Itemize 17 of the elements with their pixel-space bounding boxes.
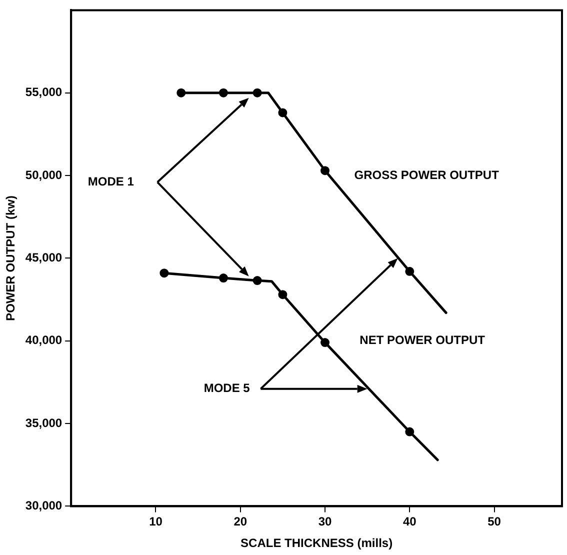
x-tick-label: 50 — [488, 514, 502, 529]
y-tick-label: 55,000 — [25, 85, 62, 100]
y-axis-title: POWER OUTPUT (kw) — [4, 196, 18, 321]
y-tick-label: 45,000 — [25, 250, 62, 265]
annotation: MODE 5 — [204, 381, 250, 396]
x-tick-label: 10 — [149, 514, 163, 529]
y-tick-label: 35,000 — [25, 416, 62, 430]
annotation: GROSS POWER OUTPUT — [354, 168, 500, 182]
x-tick-label: 20 — [234, 514, 248, 529]
x-tick-label: 40 — [402, 514, 417, 529]
y-tick-label: 30,000 — [25, 498, 62, 513]
annotation: MODE 1 — [88, 174, 134, 188]
y-tick-label: 50,000 — [25, 168, 62, 182]
y-tick-label: 40,000 — [25, 333, 62, 348]
x-axis-title: SCALE THICKNESS (mills) — [240, 536, 393, 550]
x-tick-label: 30 — [318, 514, 332, 529]
annotation: NET POWER OUTPUT — [360, 333, 486, 348]
